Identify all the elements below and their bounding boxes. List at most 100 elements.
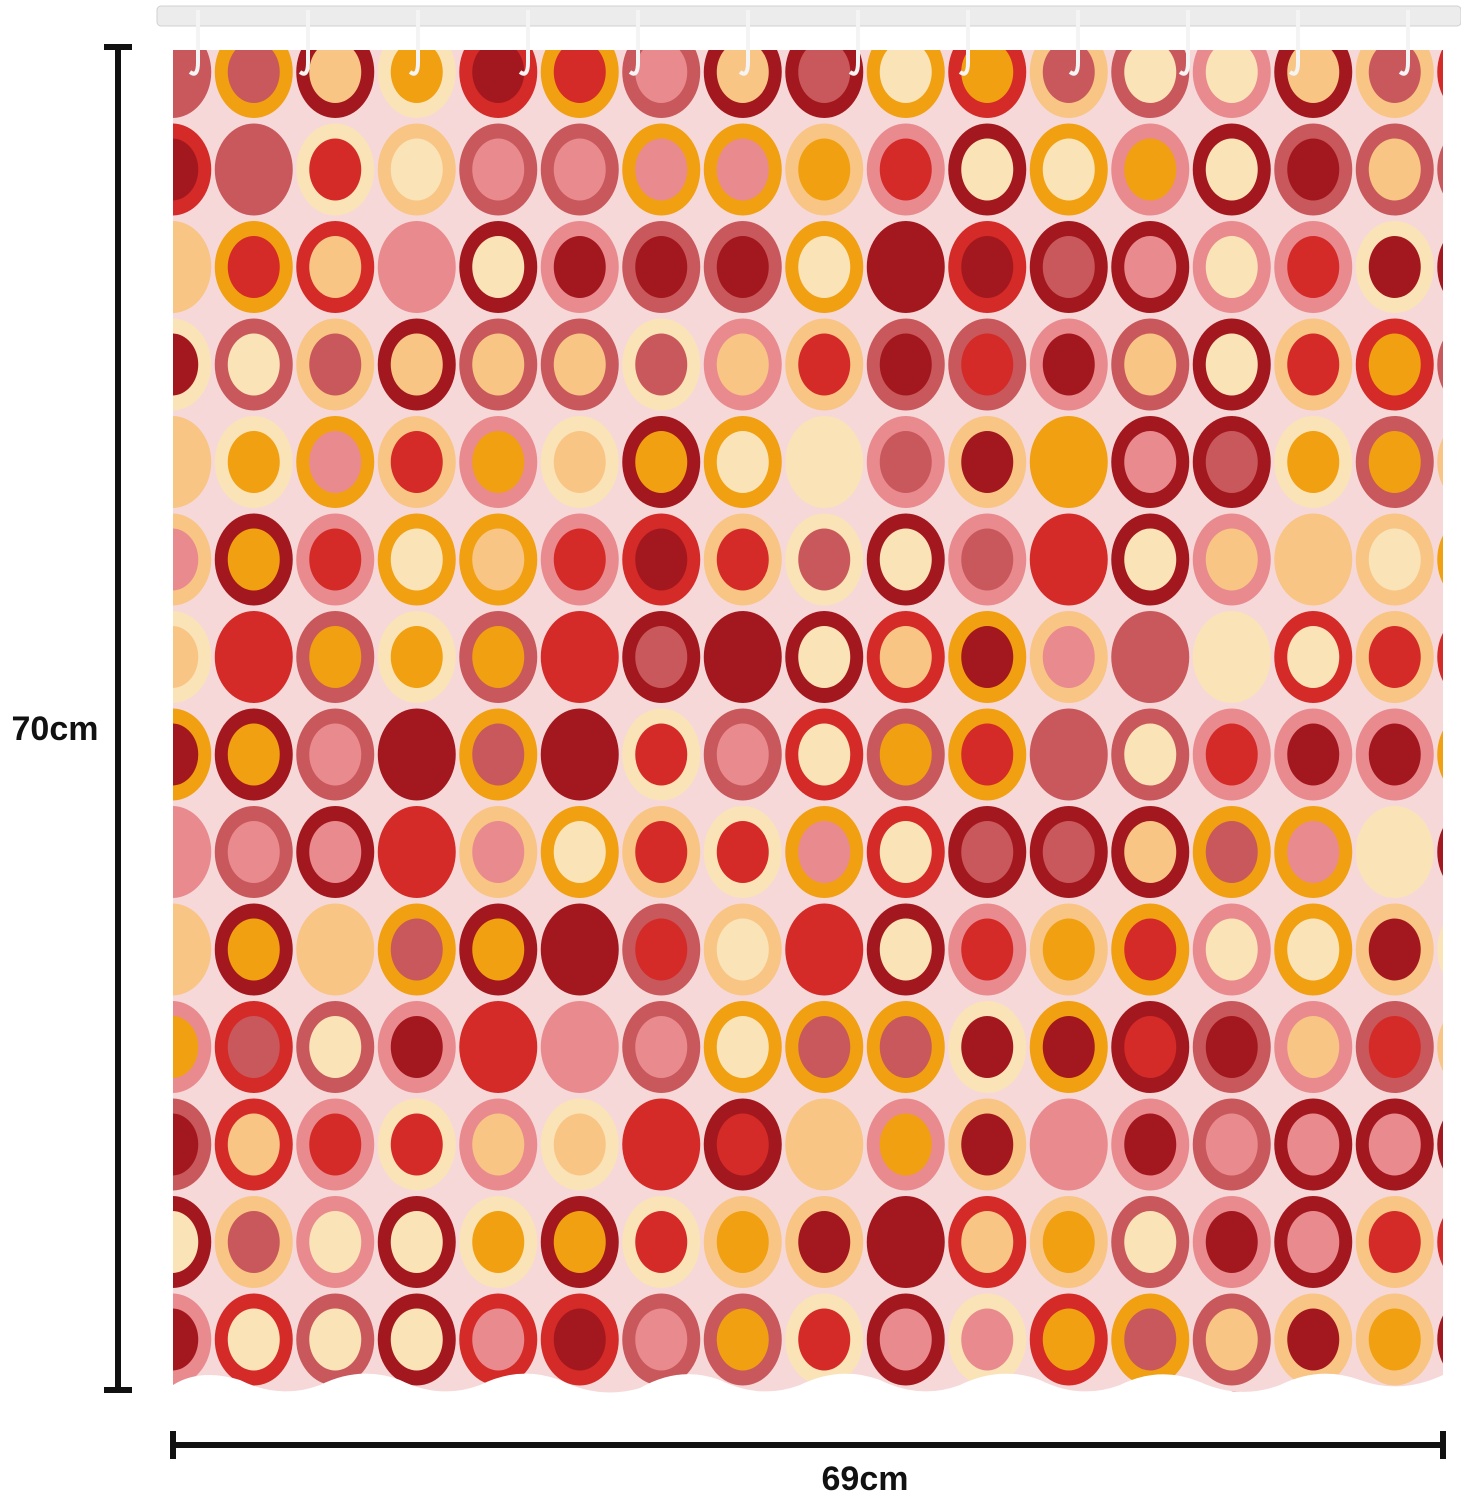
pattern-dot — [472, 1113, 525, 1176]
pattern-dot — [1124, 50, 1177, 103]
pattern-dot — [1450, 1211, 1461, 1273]
pattern-dot — [880, 1406, 932, 1468]
width-label: 69cm — [822, 1460, 909, 1498]
pattern-dot — [1042, 626, 1095, 688]
pattern-dot — [961, 1016, 1014, 1078]
pattern-dot — [961, 1308, 1014, 1371]
pattern-ring — [459, 1391, 538, 1393]
pattern-dot — [1205, 431, 1258, 493]
pattern-dot — [1205, 528, 1258, 591]
pattern-dot — [798, 626, 851, 688]
pattern-dot — [553, 138, 606, 201]
pattern-dot — [879, 918, 932, 981]
pattern-dot — [309, 50, 362, 103]
pattern-dot — [309, 138, 362, 201]
pattern-dot — [553, 431, 606, 493]
pattern-dot — [227, 821, 280, 883]
pattern-dot — [1124, 821, 1177, 883]
pattern-dot — [1287, 723, 1340, 786]
pattern-dot — [635, 138, 688, 201]
pattern-ring — [377, 806, 456, 898]
pattern-dot — [1124, 1113, 1177, 1176]
pattern-dot — [227, 236, 280, 298]
pattern-dot — [1368, 1016, 1421, 1078]
pattern-dot — [961, 431, 1014, 493]
pattern-dot — [1287, 1113, 1340, 1176]
pattern-ring — [622, 1098, 701, 1191]
pattern-dot — [1287, 333, 1340, 396]
curtain-hooks — [188, 10, 1410, 76]
pattern-dot — [390, 1211, 443, 1273]
pattern-dot — [227, 1211, 280, 1273]
pattern-ring — [785, 1098, 864, 1191]
pattern-ring — [866, 221, 945, 313]
hook — [298, 10, 310, 76]
pattern-ring — [214, 611, 293, 703]
pattern-dot — [472, 138, 525, 201]
pattern-dot — [173, 1211, 199, 1273]
pattern-dot — [173, 333, 199, 396]
hook — [1398, 10, 1410, 76]
pattern-ring — [173, 1001, 212, 1093]
pattern-dot — [309, 1406, 361, 1468]
pattern-ring — [540, 708, 619, 801]
pattern-dot — [553, 528, 606, 591]
pattern-dot — [798, 1308, 851, 1371]
pattern-dot — [1368, 431, 1421, 493]
pattern-dot — [227, 431, 280, 493]
pattern-dot — [1287, 1406, 1339, 1468]
pattern-dot — [309, 1113, 362, 1176]
pattern-dot — [716, 431, 769, 493]
pattern-dot — [227, 1016, 280, 1078]
pattern-dot — [553, 1113, 606, 1176]
pattern-dot — [1124, 138, 1177, 201]
pattern-dot — [961, 821, 1014, 883]
pattern-dot — [879, 723, 932, 786]
pattern-dot — [553, 236, 606, 298]
pattern-dot — [1124, 723, 1177, 786]
pattern-dot — [879, 1308, 932, 1371]
pattern-dot — [961, 1211, 1014, 1273]
width-dimension: 69cm — [170, 1431, 1446, 1498]
pattern-dot — [390, 626, 443, 688]
pattern-dot — [173, 723, 199, 786]
pattern-dot — [1043, 1406, 1095, 1468]
pattern-dot — [879, 528, 932, 591]
pattern-ring — [1111, 1391, 1190, 1393]
pattern-dot — [227, 50, 280, 103]
pattern-dot — [309, 236, 362, 298]
pattern-dot — [173, 1308, 199, 1371]
pattern-dot — [635, 50, 688, 103]
pattern-dot — [1450, 821, 1461, 883]
pattern-dot — [227, 333, 280, 396]
pattern-dot — [1287, 236, 1340, 298]
pattern-dot — [1124, 528, 1177, 591]
pattern-ring — [173, 221, 212, 313]
pattern-dot — [227, 528, 280, 591]
pattern-dot — [961, 333, 1014, 396]
pattern-dot — [716, 1211, 769, 1273]
pattern-ring — [173, 1098, 212, 1191]
pattern-dot — [1368, 1211, 1421, 1273]
pattern-ring — [173, 123, 212, 216]
pattern-dot — [635, 333, 688, 396]
pattern-dot — [1368, 333, 1421, 396]
pattern-dot — [1205, 50, 1258, 103]
pattern-dot — [1368, 528, 1421, 591]
pattern-dot — [554, 1406, 606, 1468]
pattern-dot — [309, 1211, 362, 1273]
pattern-dot — [390, 1016, 443, 1078]
pattern-ring — [1355, 1391, 1434, 1393]
pattern-dot — [1368, 1308, 1421, 1371]
pattern-dot — [798, 138, 851, 201]
pattern-ring — [540, 1001, 619, 1093]
pattern-dot — [961, 50, 1014, 103]
pattern-dot — [798, 1211, 851, 1273]
pattern-dot — [798, 1016, 851, 1078]
pattern-dot — [1450, 236, 1461, 298]
pattern-dot — [1042, 821, 1095, 883]
hook — [518, 10, 530, 76]
pattern-dot — [716, 1113, 769, 1176]
pattern-dot — [635, 1308, 688, 1371]
